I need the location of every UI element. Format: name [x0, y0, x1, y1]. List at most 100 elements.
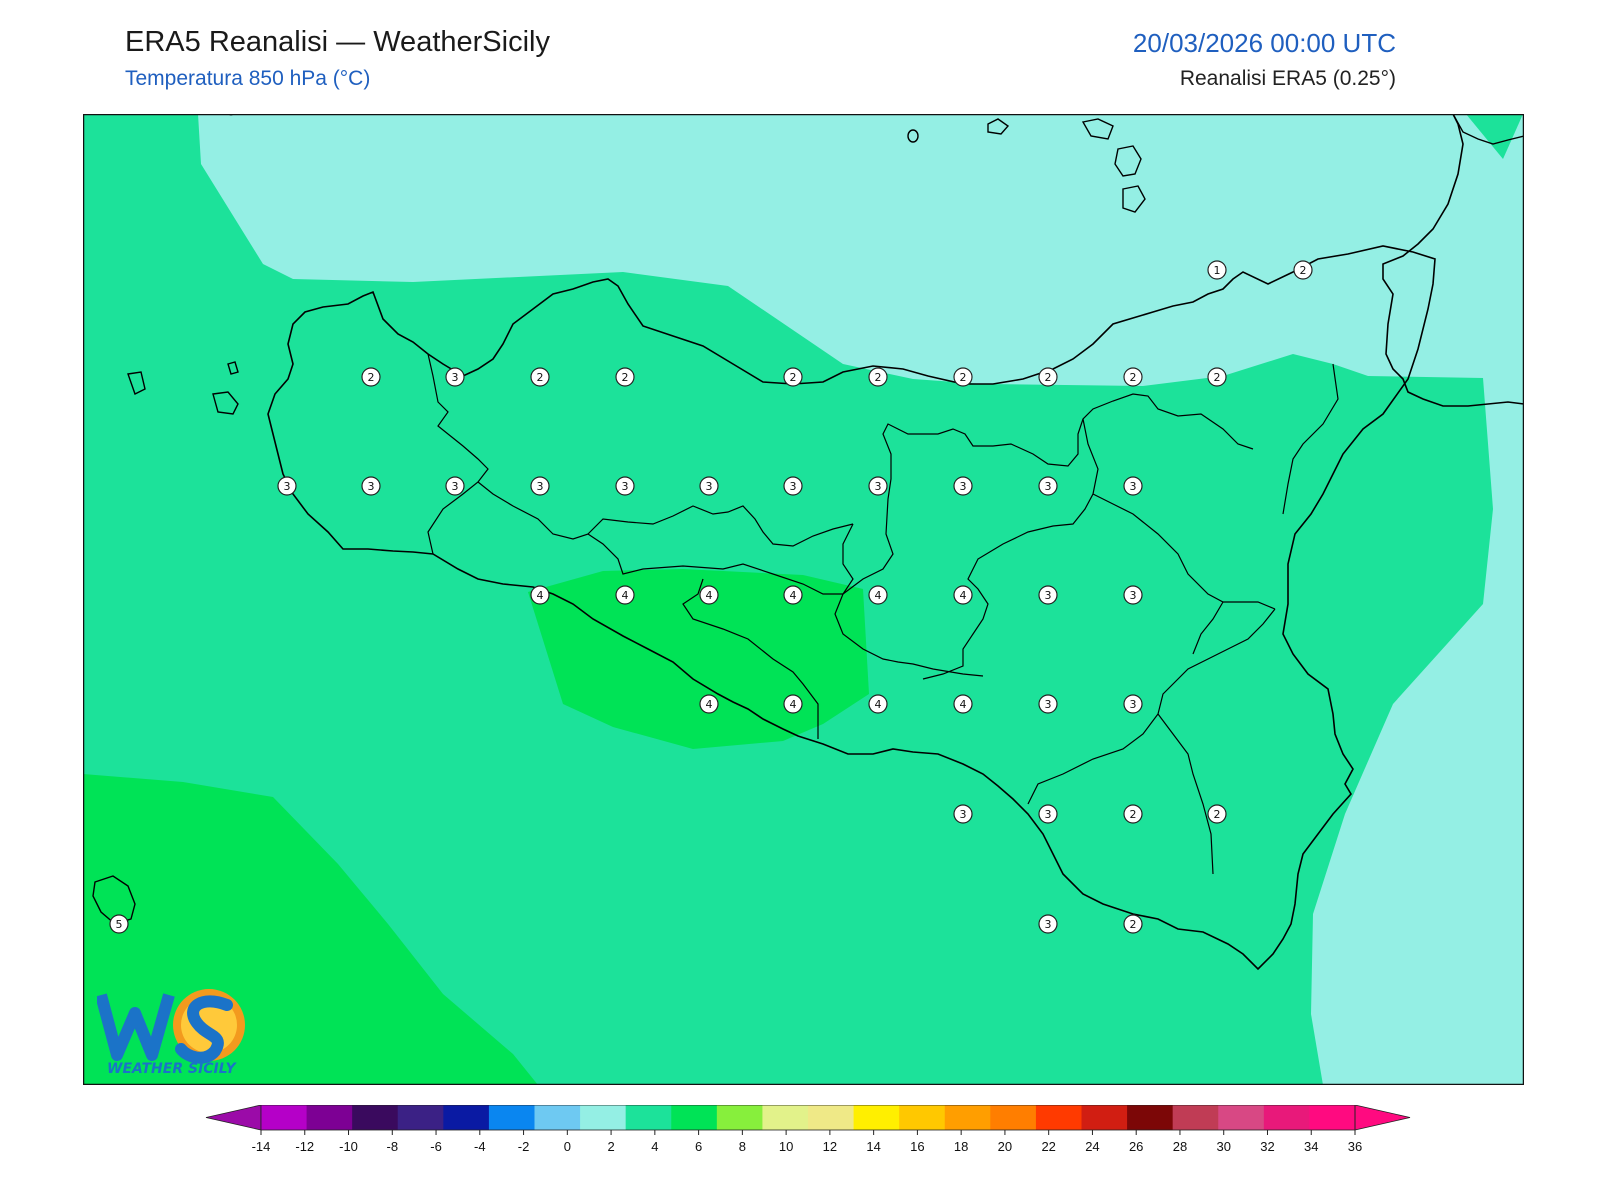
colorbar-frame: [260, 1104, 1356, 1131]
station-value-marker: 3: [445, 367, 465, 387]
station-value: 3: [960, 480, 967, 493]
province-border: [427, 353, 489, 555]
station-value: 3: [875, 480, 882, 493]
station-value-marker: 2: [868, 367, 888, 387]
colorbar-tick-label: 22: [1041, 1139, 1055, 1154]
province-border: [1157, 713, 1214, 875]
colorbar-tick-label: 36: [1348, 1139, 1362, 1154]
colorbar-tick-label: 34: [1304, 1139, 1318, 1154]
province-border: [842, 393, 1254, 595]
station-value-marker: 3: [1038, 585, 1058, 605]
island: [987, 118, 1010, 135]
colorbar-tick-label: 18: [954, 1139, 968, 1154]
station-value: 2: [1214, 371, 1221, 384]
colorbar-tick-label: 26: [1129, 1139, 1143, 1154]
colorbar-segment: [1035, 1105, 1082, 1130]
station-value: 2: [790, 371, 797, 384]
station-value: 2: [368, 371, 375, 384]
station-value-marker: 4: [783, 694, 803, 714]
station-value: 2: [1130, 918, 1137, 931]
station-value-marker: 2: [1207, 804, 1227, 824]
colorbar-canvas: -14 -12 -10 -8 -6 -4 -2 0 2 4 6 8 10 12 14 16 18 20 22 24 26…: [205, 1104, 1411, 1154]
station-value: 4: [875, 589, 882, 602]
colorbar-segment: [625, 1105, 672, 1130]
island: [1122, 185, 1146, 213]
colorbar-segment: [352, 1105, 399, 1130]
station-value: 2: [1130, 808, 1137, 821]
colorbar-segment: [1263, 1105, 1310, 1130]
band-0-2-north: [198, 114, 1368, 386]
colorbar-segment: [580, 1105, 627, 1130]
province-border: [587, 505, 854, 547]
station-value-marker: 4: [868, 585, 888, 605]
colorbar-segment: [397, 1105, 444, 1130]
map-canvas: 1 2 2 3 2 2 2 2 2 2 2 2 3 3 3 3 3 3 3 3 3 3 3 4 4 4 4 4 4 3 3 4 4 4 4 3 3 3 3 2…: [83, 114, 1524, 1085]
colorbar-tick-label: 28: [1173, 1139, 1187, 1154]
colorbar-over-arrow: [1354, 1104, 1411, 1131]
colorbar-segment: [534, 1105, 581, 1130]
station-value: 3: [1045, 918, 1052, 931]
map-frame: [83, 114, 1524, 1085]
station-value: 4: [706, 589, 713, 602]
station-value: 4: [790, 698, 797, 711]
calabria-north-coast: [1452, 114, 1524, 145]
logo-text: WEATHER SICILY: [107, 1061, 238, 1077]
station-value-marker: 4: [615, 585, 635, 605]
station-value: 2: [1214, 808, 1221, 821]
province-border: [834, 523, 984, 677]
valid-datetime: 20/03/2026 00:00 UTC: [1132, 28, 1396, 58]
colorbar-segment: [990, 1105, 1037, 1130]
colorbar-segment: [853, 1105, 900, 1130]
colorbar-tick-label: 0: [564, 1139, 571, 1154]
station-value: 3: [368, 480, 375, 493]
station-value-marker: 3: [445, 476, 465, 496]
station-value-marker: 2: [953, 367, 973, 387]
weather-sicily-logo: WEATHER SICILY: [95, 985, 252, 1077]
station-value-marker: 3: [1123, 694, 1143, 714]
colorbar-tick-label: 2: [607, 1139, 614, 1154]
station-value: 2: [622, 371, 629, 384]
data-source: Reanalisi ERA5 (0.25°): [1179, 67, 1396, 90]
station-value: 4: [960, 589, 967, 602]
colorbar-under-arrow: [205, 1104, 262, 1131]
station-value: 3: [1130, 480, 1137, 493]
colorbar-tick-label: -4: [474, 1139, 486, 1154]
station-value-marker: 3: [615, 476, 635, 496]
island: [212, 391, 239, 415]
station-value: 3: [790, 480, 797, 493]
station-value-marker: 2: [1207, 367, 1227, 387]
colorbar-segment: [1081, 1105, 1128, 1130]
colorbar-segment: [1172, 1105, 1219, 1130]
station-value: 3: [1130, 698, 1137, 711]
station-value-marker: 4: [530, 585, 550, 605]
station-value: 3: [1045, 480, 1052, 493]
chart-subtitle: Temperatura 850 hPa (°C): [125, 67, 371, 90]
station-value-marker: 4: [783, 585, 803, 605]
colorbar-tick-label: -2: [518, 1139, 530, 1154]
colorbar-segment: [1218, 1105, 1265, 1130]
station-value-marker: 2: [1123, 914, 1143, 934]
station-value: 1: [1214, 264, 1221, 277]
station-value-marker: 3: [953, 476, 973, 496]
island: [1081, 118, 1114, 140]
colorbar-tick-label: 32: [1260, 1139, 1274, 1154]
station-value: 2: [1300, 264, 1307, 277]
colorbar-tick-label: 6: [695, 1139, 702, 1154]
colorbar-tick-label: -12: [295, 1139, 314, 1154]
ws-logo-mark: WEATHER SICILY: [95, 989, 245, 1077]
colorbar-segment: [1127, 1105, 1174, 1130]
province-border: [1027, 608, 1276, 805]
station-markers: 1 2 2 3 2 2 2 2 2 2 2 2 3 3 3 3 3 3 3 3 3 3 3 4 4 4 4 4 4 3 3 4 4 4 4 3 3 3 3 2…: [109, 260, 1313, 934]
colorbar-tick-label: 4: [651, 1139, 658, 1154]
station-value-marker: 2: [1123, 367, 1143, 387]
station-value: 3: [537, 480, 544, 493]
colorbar-tick-label: 8: [739, 1139, 746, 1154]
colorbar-tick-label: 12: [823, 1139, 837, 1154]
province-border: [1282, 363, 1339, 515]
station-value: 5: [116, 918, 123, 931]
colorbar-segment: [762, 1105, 809, 1130]
station-value-marker: 3: [783, 476, 803, 496]
temperature-map: 1 2 2 3 2 2 2 2 2 2 2 2 3 3 3 3 3 3 3 3 3 3 3 4 4 4 4 4 4 3 3 4 4 4 4 3 3 3 3 2…: [83, 114, 1524, 1085]
colorbar-segment: [261, 1105, 308, 1130]
station-value: 3: [284, 480, 291, 493]
